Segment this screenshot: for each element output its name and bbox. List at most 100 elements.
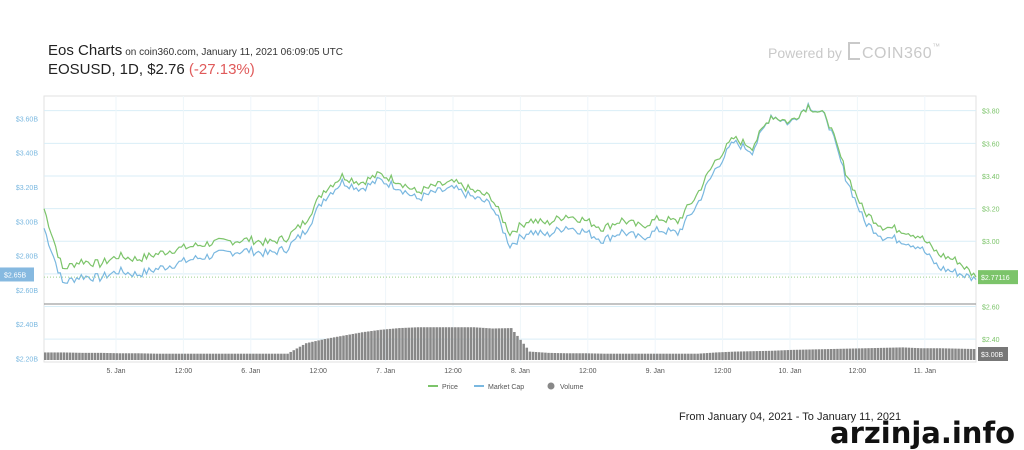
volume-bar [385,329,389,360]
volume-bar [823,349,827,360]
volume-bar [584,353,588,360]
volume-bar [205,353,209,360]
volume-bar [457,327,460,360]
pair-label: EOSUSD, 1D, $2.76 [48,61,185,78]
volume-bar [730,351,734,360]
volume-bar [460,327,463,360]
volume-bar [600,353,603,360]
powered-by[interactable]: Powered by COIN360™ [768,42,940,63]
volume-bar [342,335,345,360]
y-left-tick-label: $3.20B [16,185,39,192]
volume-bar [109,353,112,360]
volume-bar [140,353,143,360]
volume-bar [221,353,224,360]
volume-bar [746,351,749,360]
volume-bar [702,353,706,360]
volume-bar [423,327,426,360]
volume-bar [370,331,373,360]
volume-bar [96,352,100,360]
volume-bar [972,349,976,360]
title-text: Eos Charts [48,42,123,59]
volume-bar [301,344,305,360]
volume-bar [84,352,87,360]
volume-bar [913,347,917,360]
volume-bar [413,327,417,360]
volume-bar [531,351,535,360]
volume-bar [454,327,457,360]
volume-bar [326,338,330,360]
volume-bar [75,352,78,360]
x-tick-label: 12:00 [444,368,462,375]
volume-bar [59,352,63,360]
volume-bar [516,335,519,360]
volume-bar [478,327,482,360]
volume-bar [699,353,703,360]
volume-bar [693,353,696,360]
volume-bar [171,353,174,360]
volume-bar [879,347,883,360]
volume-bar [820,349,824,360]
volume-bar [407,327,410,360]
volume-bar [354,333,358,360]
volume-bar [497,328,501,360]
x-tick-label: 12:00 [714,368,732,375]
volume-bar [718,352,721,360]
volume-bar [864,348,867,360]
volume-bar [351,333,355,360]
volume-bar [289,351,292,360]
volume-bar [659,353,662,360]
volume-bar [292,350,296,360]
volume-bar [438,327,442,360]
volume-bar [71,352,75,360]
volume-bar [339,336,342,360]
volume-bar [882,347,886,360]
chart-title: Eos Charts on coin360.com, January 11, 20… [48,42,343,59]
volume-bar [848,348,852,360]
volume-bar [606,353,609,360]
volume-bar [857,348,861,360]
volume-bar [749,351,752,360]
y-right-tick-label: $3.40 [982,174,1000,181]
y-right-tick-label: $2.40 [982,337,1000,344]
y-left-tick-label: $3.40B [16,151,39,158]
volume-bar [103,352,106,360]
volume-bar [789,349,793,360]
volume-bar [721,352,724,360]
volume-bar [839,348,842,360]
volume-bar [513,332,516,360]
volume-bar [603,353,606,360]
volume-bar [158,353,162,360]
volume-bar [948,348,951,360]
title-subtitle: on coin360.com, January 11, 2021 06:09:0… [125,47,343,58]
volume-bar [174,353,177,360]
volume-bar [898,347,901,360]
volume-bar [786,350,789,360]
volume-bar [572,353,575,360]
volume-bar [410,327,414,360]
volume-bar [258,353,261,360]
volume-bar [146,353,150,360]
volume-bar [239,353,243,360]
x-tick-label: 10. Jan [779,368,802,375]
volume-bar [795,349,799,360]
volume-bar [705,353,709,360]
volume-bar [180,353,184,360]
volume-bar [472,327,476,360]
volume-bar [317,340,320,360]
volume-bar [62,352,66,360]
volume-bar [609,353,612,360]
volume-bar [618,353,622,360]
volume-bar [426,327,429,360]
volume-bar [345,335,348,360]
volume-bar [687,353,690,360]
volume-bar [904,347,908,360]
volume-bar [494,328,497,360]
volume-bar [892,347,895,360]
volume-bar [774,350,777,360]
volume-bar [264,353,268,360]
volume-bar [503,328,507,360]
volume-bar [907,347,911,360]
legend-swatch [547,382,555,390]
y-left-tick-label: $2.60B [16,288,39,295]
